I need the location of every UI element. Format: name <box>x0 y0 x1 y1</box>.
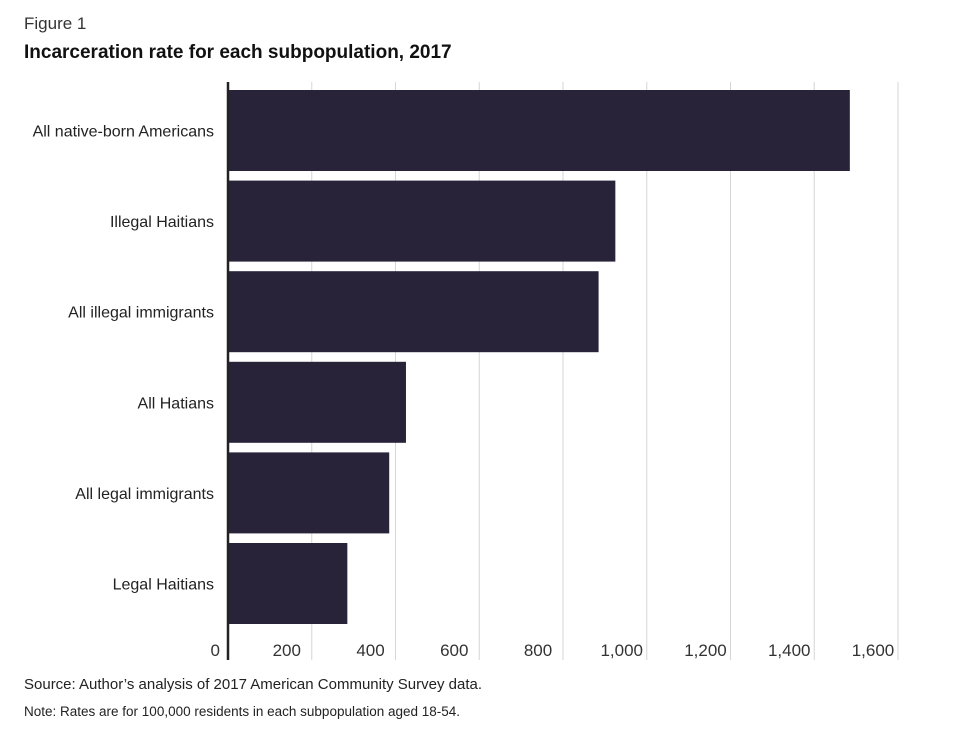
x-tick-label: 1,200 <box>684 641 727 660</box>
x-tick-label: 600 <box>440 641 468 660</box>
source-note: Source: Author’s analysis of 2017 Americ… <box>24 676 483 693</box>
x-tick-label: 1,400 <box>768 641 811 660</box>
x-tick-label: 200 <box>273 641 301 660</box>
category-label: All Hatians <box>138 395 214 412</box>
category-labels: All native-born Americans Illegal Haitian… <box>33 124 214 594</box>
bar <box>228 271 599 353</box>
category-label: Illegal Haitians <box>110 214 214 231</box>
chart-title: Incarceration rate for each subpopulatio… <box>24 42 452 63</box>
bar <box>228 543 348 624</box>
bar <box>228 452 390 534</box>
x-tick-label: 400 <box>356 641 384 660</box>
bar <box>228 361 406 443</box>
category-label: All native-born Americans <box>33 124 214 141</box>
category-label: All illegal immigrants <box>68 305 214 322</box>
bar <box>228 180 616 262</box>
category-label: All legal immigrants <box>75 486 214 503</box>
x-tick-label: 800 <box>524 641 552 660</box>
bars <box>228 90 850 624</box>
category-label: Legal Haitians <box>113 577 214 594</box>
figure-label: Figure 1 <box>24 14 87 33</box>
x-tick-labels: 0 200 400 600 800 1,000 1,200 1,400 1,600 <box>211 641 895 660</box>
x-tick-label: 1,000 <box>600 641 643 660</box>
x-tick-label: 0 <box>211 641 220 660</box>
x-tick-label: 1,600 <box>852 641 895 660</box>
bar-chart: All native-born Americans Illegal Haitian… <box>33 82 899 660</box>
footnote: Note: Rates are for 100,000 residents in… <box>24 704 461 719</box>
bar <box>228 90 850 171</box>
